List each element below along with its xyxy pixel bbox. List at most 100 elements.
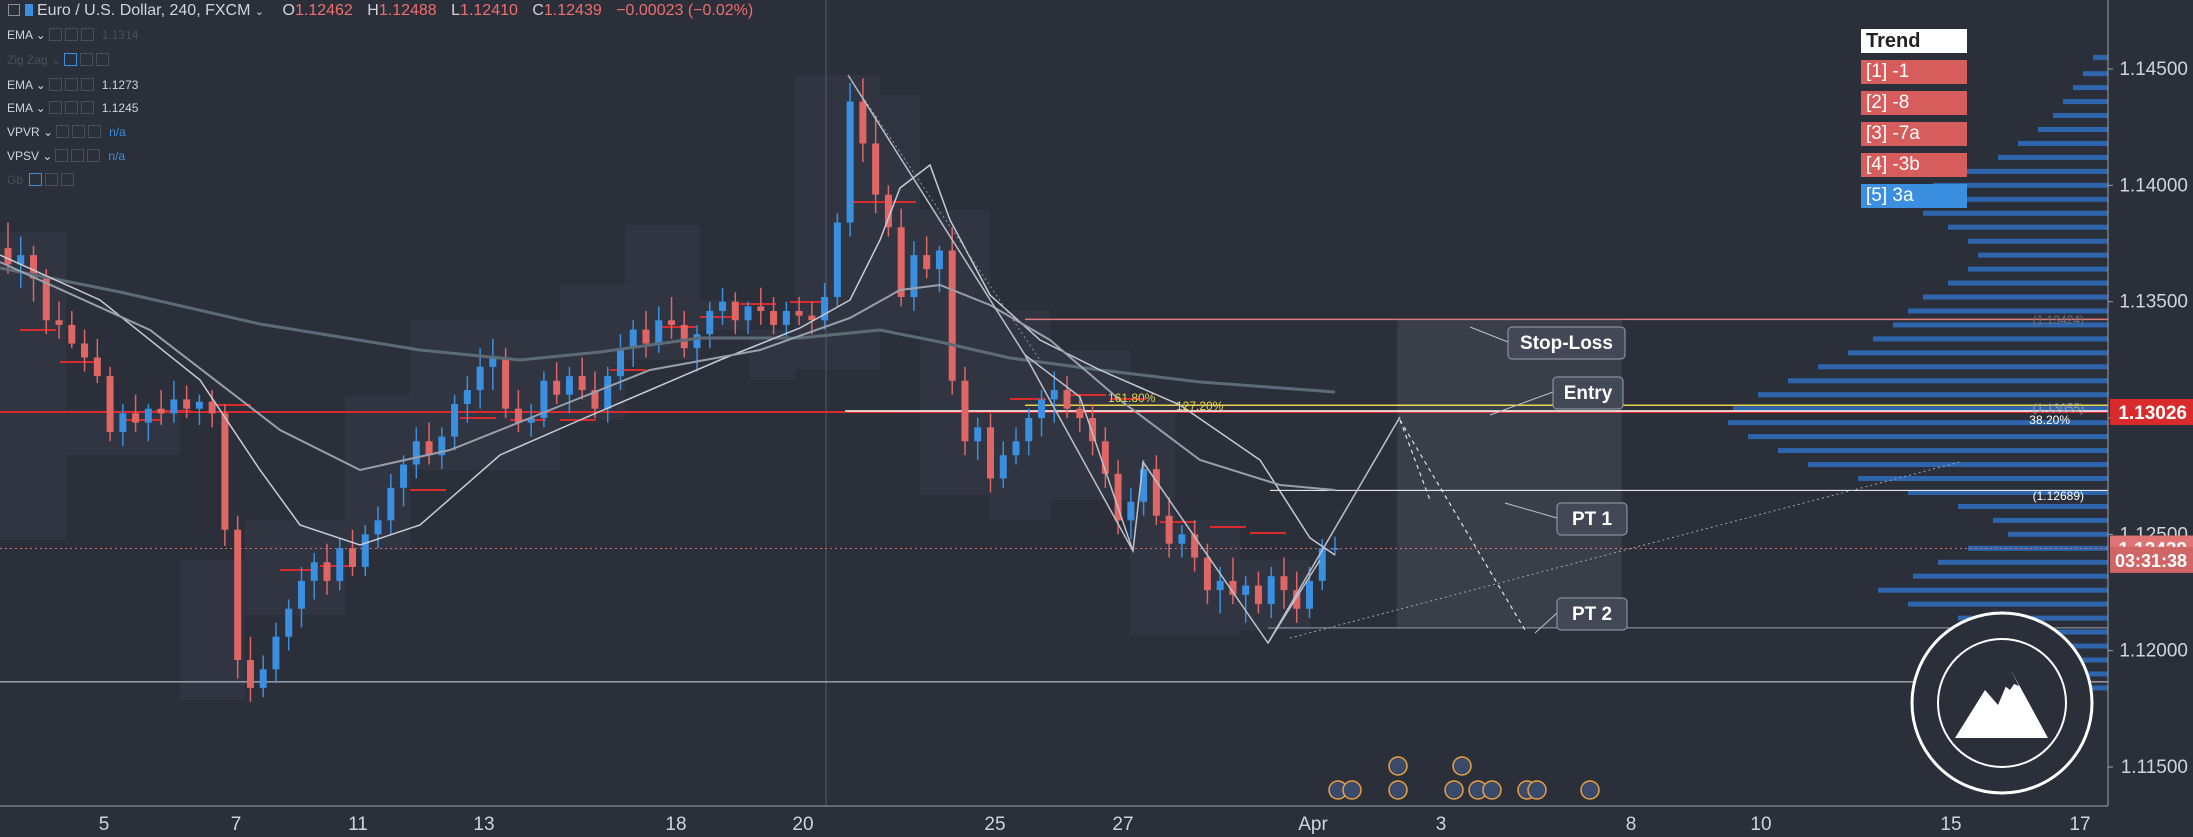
candle-body bbox=[514, 408, 522, 423]
candle bbox=[808, 301, 816, 335]
candle-body bbox=[846, 101, 854, 223]
gear-icon bbox=[64, 101, 78, 114]
candle-body bbox=[246, 659, 254, 688]
pt2-callout-leader bbox=[1534, 612, 1558, 634]
candle-body bbox=[349, 548, 357, 567]
candle-body bbox=[132, 413, 140, 423]
indicator-zigzag[interactable]: Zig Zag ⌄ bbox=[7, 53, 117, 67]
candle-body bbox=[438, 436, 446, 456]
eye-icon bbox=[48, 78, 62, 91]
indicator-vpvr[interactable]: VPVR ⌄ n/a bbox=[7, 125, 126, 139]
candle bbox=[361, 525, 369, 577]
candle-body bbox=[1050, 390, 1058, 400]
trend-title: Trend bbox=[1861, 29, 1967, 53]
candle bbox=[323, 543, 331, 595]
y-tick-label: 1.14500 bbox=[2119, 59, 2188, 80]
candle-body bbox=[1318, 548, 1326, 581]
gear-icon bbox=[64, 78, 78, 91]
candle-body bbox=[655, 320, 663, 344]
volume-profile-bar bbox=[1968, 238, 2108, 244]
volume-profile-bar bbox=[1968, 545, 2108, 551]
indicator-ema-3[interactable]: EMA ⌄ 1.1245 bbox=[7, 101, 139, 115]
stop-loss-callout-leader bbox=[1469, 326, 1509, 343]
candle-body bbox=[234, 529, 242, 660]
candle-body bbox=[923, 255, 931, 270]
candle-body bbox=[119, 413, 127, 432]
pt1-callout-box bbox=[1556, 502, 1628, 536]
candle bbox=[297, 566, 305, 628]
candle-body bbox=[272, 636, 280, 670]
candle-body bbox=[642, 329, 650, 344]
candle bbox=[170, 380, 178, 423]
indicator-vpsv[interactable]: VPSV ⌄ n/a bbox=[7, 149, 126, 163]
candle bbox=[1242, 576, 1250, 623]
level-label: 38.20% bbox=[2029, 413, 2070, 427]
candle-body bbox=[1165, 515, 1173, 544]
candle-body bbox=[1101, 441, 1109, 474]
candle bbox=[246, 636, 254, 702]
y-tick-label: 1.13500 bbox=[2119, 292, 2188, 313]
candle bbox=[1089, 404, 1097, 456]
x-tick-label: 15 bbox=[1940, 814, 1961, 835]
candle-body bbox=[1038, 399, 1046, 418]
volume-profile-bar bbox=[1913, 573, 2108, 579]
candle-body bbox=[591, 390, 599, 409]
candle bbox=[234, 515, 242, 679]
volume-profile-bar bbox=[1948, 224, 2108, 230]
price-tag-red-bg bbox=[2110, 398, 2193, 425]
candle bbox=[374, 506, 382, 549]
candle-body bbox=[1254, 585, 1262, 605]
eye-icon bbox=[29, 173, 43, 186]
volume-profile-bar bbox=[2053, 113, 2108, 119]
candle bbox=[731, 292, 739, 335]
symbol-title[interactable]: Euro / U.S. Dollar, 240, FXCM bbox=[37, 2, 251, 19]
candle-body bbox=[183, 399, 191, 409]
volume-profile-bar bbox=[1748, 434, 2108, 440]
y-tick-label: 1.14000 bbox=[2119, 175, 2188, 196]
candle-body bbox=[144, 408, 152, 423]
candle bbox=[259, 655, 267, 698]
candle-body bbox=[986, 427, 994, 479]
candle-body bbox=[540, 380, 548, 418]
candle-body bbox=[93, 357, 101, 377]
high-value: 1.12488 bbox=[378, 2, 437, 19]
candle bbox=[795, 297, 803, 325]
candle bbox=[412, 427, 420, 479]
level-label: (1.12689) bbox=[2033, 489, 2084, 503]
x-tick-label: 25 bbox=[984, 814, 1005, 835]
chevron-down-icon[interactable]: ⌄ bbox=[254, 6, 265, 18]
x-tick-label: 13 bbox=[473, 814, 494, 835]
logo-mountain-icon bbox=[1955, 672, 2048, 738]
close-icon bbox=[80, 101, 94, 114]
close-icon bbox=[61, 173, 75, 186]
candle bbox=[221, 404, 229, 546]
x-tick-label: 17 bbox=[2069, 814, 2090, 835]
candle bbox=[208, 390, 216, 428]
candle bbox=[1165, 497, 1173, 558]
x-tick-label: 5 bbox=[99, 814, 110, 835]
change-value: −0.00023 (−0.02%) bbox=[616, 2, 754, 19]
trend-item-2: [2] -8 bbox=[1861, 91, 1967, 115]
candle-body bbox=[195, 401, 203, 409]
candle-body bbox=[757, 306, 765, 311]
projection-dotted bbox=[1289, 461, 1961, 639]
candle-body bbox=[1152, 469, 1160, 516]
candle bbox=[285, 599, 293, 651]
candle-body bbox=[400, 464, 408, 488]
countdown-tag-bg bbox=[2110, 546, 2193, 573]
x-tick-label: 8 bbox=[1626, 814, 1637, 835]
candle bbox=[757, 287, 765, 325]
blue-square-icon bbox=[25, 4, 33, 16]
trend-item-5: [5] 3a bbox=[1861, 184, 1967, 208]
candle-body bbox=[1025, 418, 1033, 442]
menu-icon[interactable] bbox=[8, 4, 20, 16]
indicator-ema-1[interactable]: EMA ⌄ 1.1314 bbox=[7, 28, 139, 42]
candle-body bbox=[527, 418, 535, 423]
indicator-ema-2[interactable]: EMA ⌄ 1.1273 bbox=[7, 78, 139, 92]
candle-body bbox=[1216, 580, 1224, 591]
candle bbox=[183, 385, 191, 418]
indicator-gb[interactable]: Gb bbox=[7, 173, 82, 187]
candle-body bbox=[1305, 580, 1313, 609]
candle-body bbox=[17, 255, 25, 265]
